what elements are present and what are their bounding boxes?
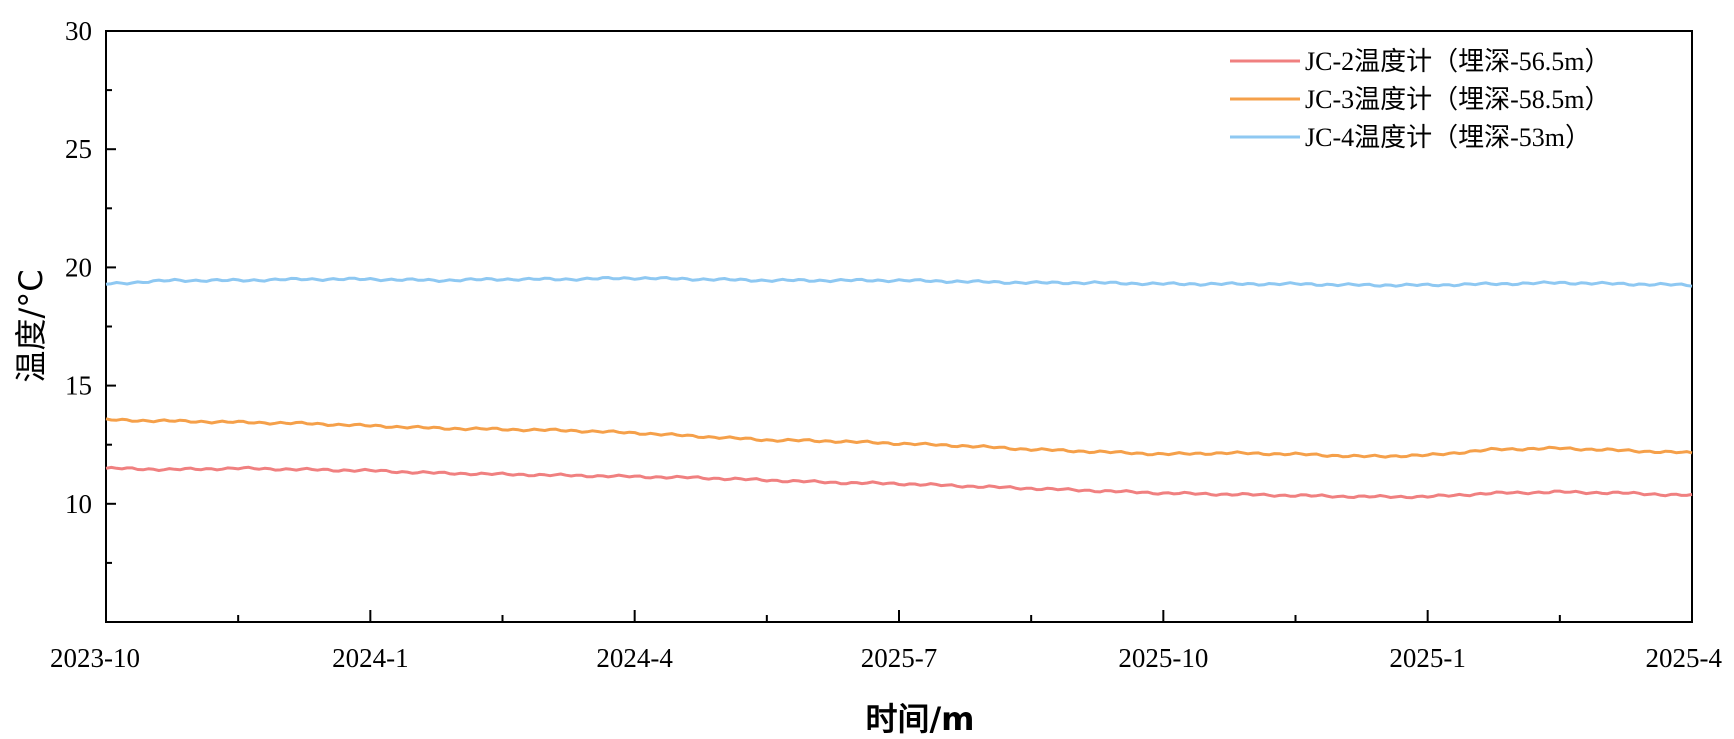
y-axis-title: 温度/°C — [12, 269, 50, 382]
plot-frame — [105, 30, 1693, 623]
x-tick-label: 2023-10 — [50, 643, 140, 673]
y-tick-label: 20 — [65, 252, 92, 282]
x-tick-label: 2025-1 — [1389, 643, 1466, 673]
x-axis-title: 时间/m — [865, 700, 974, 738]
legend: JC-2温度计（埋深-56.5m） JC-3温度计（埋深-58.5m） JC-4温度… — [1230, 47, 1611, 152]
y-tick-label: 30 — [65, 16, 92, 46]
legend-label-3: JC-4温度计（埋深-53m） — [1305, 123, 1591, 152]
legend-label-1: JC-2温度计（埋深-56.5m） — [1305, 47, 1611, 76]
y-tick-label: 10 — [65, 489, 92, 519]
x-tick-label: 2024-4 — [596, 643, 673, 673]
y-tick-label: 15 — [65, 371, 92, 401]
y-tick-label: 25 — [65, 134, 92, 164]
series-layer — [105, 276, 1693, 500]
series-line-2 — [105, 417, 1693, 459]
x-axis: 2023-10 2024-1 2024-4 2025-7 2025-10 2025-1 20… — [50, 610, 1722, 673]
x-tick-label: 2025-7 — [861, 643, 938, 673]
legend-label-2: JC-3温度计（埋深-58.5m） — [1305, 85, 1611, 114]
y-axis: 10 15 20 25 30 — [65, 16, 116, 623]
x-tick-label: 2025-4 — [1646, 643, 1723, 673]
x-tick-label: 2025-10 — [1118, 643, 1208, 673]
series-line-3 — [105, 276, 1693, 288]
series-line-1 — [105, 465, 1693, 500]
x-tick-label: 2024-1 — [332, 643, 409, 673]
